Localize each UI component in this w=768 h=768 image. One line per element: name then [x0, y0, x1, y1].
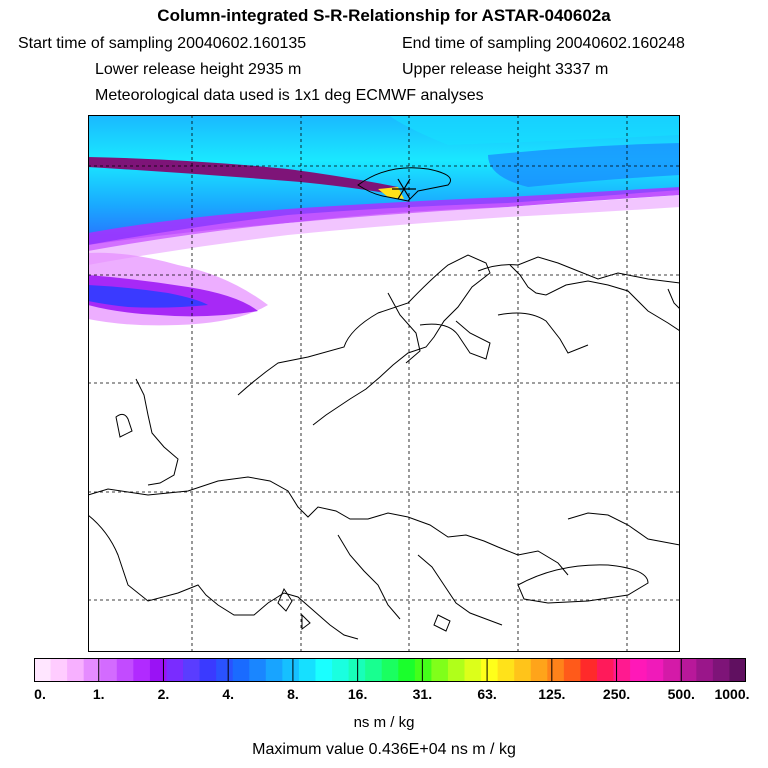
colorbar-swatch [712, 658, 731, 682]
plot-title: Column-integrated S-R-Relationship for A… [157, 6, 611, 25]
colorbar-tick-label: 2. [157, 686, 170, 702]
colorbar-tick-label: 0. [34, 686, 46, 702]
colorbar-swatch [133, 658, 151, 682]
colorbar-swatch [729, 658, 746, 682]
colorbar [34, 658, 746, 682]
colorbar-swatch [696, 658, 714, 682]
max-value-label: Maximum value 0.436E+04 ns m / kg [252, 741, 516, 758]
colorbar-swatch [514, 658, 532, 682]
colorbar-tick-label: 8. [287, 686, 299, 702]
colorbar-swatch [398, 658, 416, 682]
end-time-label: End time of sampling 20040602.160248 [402, 35, 685, 52]
colorbar-swatch [663, 658, 681, 682]
colorbar-tick-label: 500. [667, 686, 695, 702]
colorbar-swatch [199, 658, 217, 682]
units-label: ns m / kg [353, 714, 415, 731]
colorbar-swatch [431, 658, 449, 682]
colorbar-swatch [414, 658, 432, 682]
start-time-label: Start time of sampling 20040602.160135 [18, 35, 307, 52]
lower-height-label: Lower release height 2935 m [95, 61, 302, 78]
coastlines [88, 167, 680, 640]
colorbar-swatch [630, 658, 648, 682]
graticule [88, 115, 680, 652]
colorbar-swatch [249, 658, 267, 682]
colorbar-swatch [149, 658, 168, 682]
colorbar-swatch [216, 658, 234, 682]
colorbar-swatch [481, 658, 499, 682]
colorbar-swatch [679, 658, 697, 682]
colorbar-swatch [497, 658, 515, 682]
colorbar-swatch [464, 658, 482, 682]
colorbar-swatch [183, 658, 201, 682]
colorbar-swatch [596, 658, 615, 682]
map-frame [88, 115, 680, 652]
colorbar-swatch [613, 658, 631, 682]
upper-height-label: Upper release height 3337 m [402, 61, 609, 78]
colorbar-swatch [315, 658, 333, 682]
colorbar-swatch [563, 658, 582, 682]
colorbar-swatch [365, 658, 383, 682]
colorbar-swatch [646, 658, 664, 682]
colorbar-tick-label: 4. [222, 686, 235, 702]
colorbar-swatch [100, 658, 118, 682]
sensitivity-map [88, 115, 680, 652]
colorbar-tick-label: 1000. [714, 686, 750, 702]
colorbar-tick-label: 125. [538, 686, 566, 702]
met-data-label: Meteorological data used is 1x1 deg ECMW… [95, 87, 484, 104]
colorbar-swatch [298, 658, 317, 682]
colorbar-swatch [580, 658, 598, 682]
colorbar-swatch [381, 658, 399, 682]
colorbar-tick-label: 250. [602, 686, 631, 702]
colorbar-swatch [67, 658, 85, 682]
colorbar-tick-label: 1. [92, 686, 105, 702]
colorbar-swatch [265, 658, 283, 682]
colorbar-swatch [282, 658, 300, 682]
colorbar-swatch [116, 658, 134, 682]
colorbar-tick-label: 63. [477, 686, 497, 702]
colorbar-swatch [447, 658, 466, 682]
release-site-marker [392, 178, 416, 200]
colorbar-swatch [530, 658, 548, 682]
colorbar-swatch [166, 658, 184, 682]
colorbar-frame [34, 658, 746, 682]
colorbar-swatch [232, 658, 250, 682]
colorbar-swatch [50, 658, 68, 682]
colorbar-swatch [83, 658, 101, 682]
colorbar-tick-label: 16. [347, 686, 368, 702]
colorbar-tick-label: 31. [412, 686, 433, 702]
colorbar-swatch [332, 658, 350, 682]
plume-field [88, 115, 680, 326]
colorbar-swatch [34, 658, 52, 682]
colorbar-swatch [547, 658, 565, 682]
